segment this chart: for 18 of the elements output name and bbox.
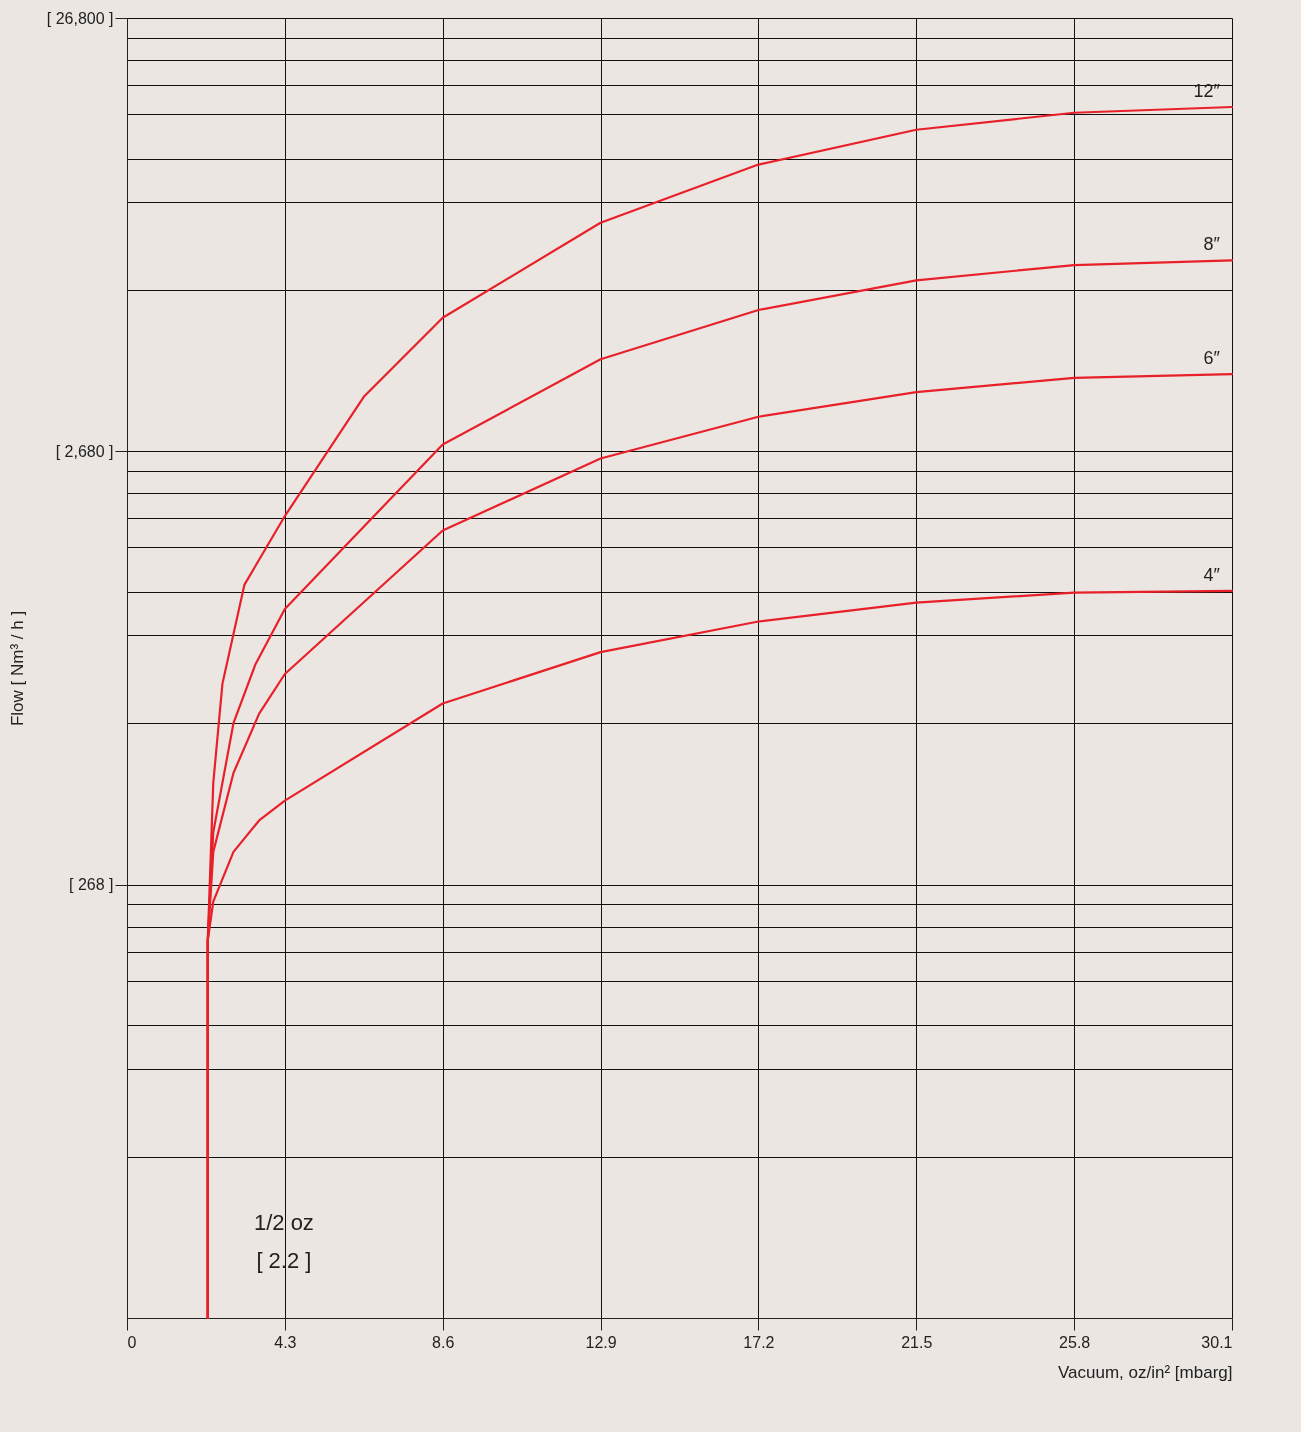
x-tick-label: 8.6 <box>432 1333 455 1351</box>
y-axis-title: Flow [ Nm³ / h ] <box>7 610 27 727</box>
annotation: 1/2 oz <box>253 1210 314 1236</box>
x-axis-title: Vacuum, oz/in² [mbarg] <box>1058 1362 1233 1382</box>
x-tick-label: 4.3 <box>274 1333 297 1351</box>
x-tick-label: 30.1 <box>1201 1333 1233 1351</box>
series-label: 4″ <box>1203 564 1221 585</box>
series-label: 6″ <box>1203 348 1221 369</box>
x-tick-label: 0 <box>127 1333 137 1351</box>
x-tick-label: 17.2 <box>743 1333 775 1351</box>
x-tick-label: 12.9 <box>585 1333 617 1351</box>
x-tick-label: 21.5 <box>901 1333 933 1351</box>
y-tick-label: [ 268 ] <box>69 876 114 894</box>
series-label: 8″ <box>1203 234 1221 255</box>
x-tick-label: 25.8 <box>1059 1333 1091 1351</box>
series-label: 12″ <box>1193 81 1221 102</box>
y-tick-label: [ 26,800 ] <box>46 9 114 27</box>
y-tick-label: [ 2,680 ] <box>55 442 114 460</box>
